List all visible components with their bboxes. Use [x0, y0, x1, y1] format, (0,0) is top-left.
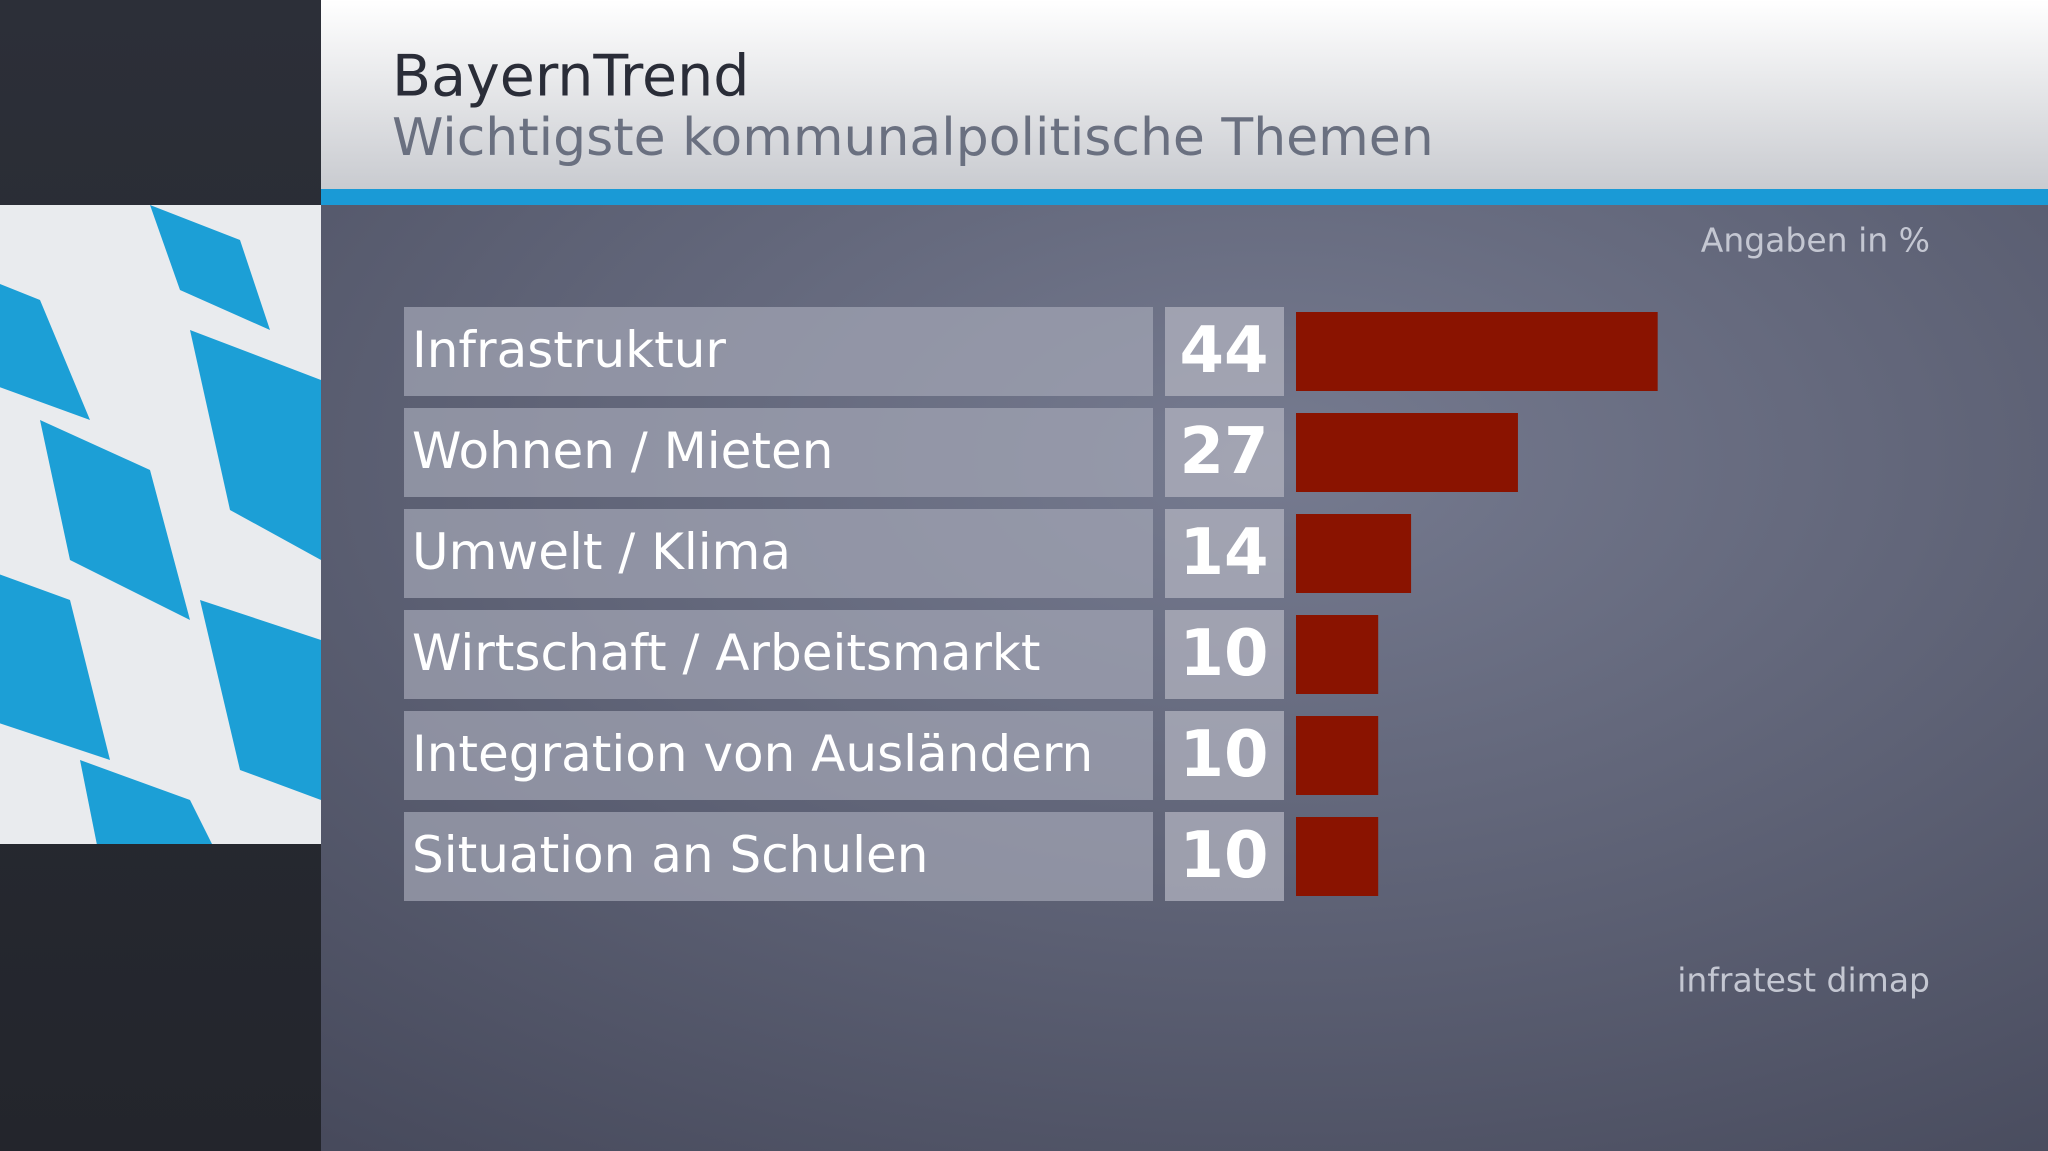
- label-box: [404, 610, 1153, 699]
- chart-subtitle: Wichtigste kommunalpolitische Themen: [392, 108, 1434, 168]
- category-label: Umwelt / Klima: [412, 523, 791, 581]
- bar: [1296, 413, 1518, 492]
- value-box: [1165, 408, 1284, 497]
- label-box: [404, 509, 1153, 598]
- value-label: 14: [1179, 516, 1268, 590]
- value-label: 10: [1179, 819, 1268, 893]
- header-rule: [321, 189, 2048, 205]
- value-label: 27: [1179, 415, 1268, 489]
- bar: [1296, 716, 1379, 795]
- value-label: 44: [1179, 314, 1268, 388]
- value-box: [1165, 812, 1284, 901]
- source: infratest dimap: [1677, 961, 1930, 1000]
- bavarian-flag: [0, 205, 321, 844]
- value-box: [1165, 610, 1284, 699]
- category-label: Wirtschaft / Arbeitsmarkt: [412, 624, 1041, 682]
- value-box: [1165, 509, 1284, 598]
- category-label: Wohnen / Mieten: [412, 422, 833, 480]
- category-label: Situation an Schulen: [412, 826, 928, 884]
- value-label: 10: [1179, 718, 1268, 792]
- label-box: [404, 812, 1153, 901]
- flag-diamonds: [0, 205, 321, 844]
- header: [321, 0, 2048, 189]
- value-label: 10: [1179, 617, 1268, 691]
- chart-title: BayernTrend: [392, 44, 749, 110]
- label-box: [404, 711, 1153, 800]
- bar: [1296, 514, 1412, 593]
- category-label: Infrastruktur: [412, 321, 726, 379]
- unit-note: Angaben in %: [1701, 221, 1930, 260]
- value-box: [1165, 307, 1284, 396]
- value-box: [1165, 711, 1284, 800]
- bar: [1296, 817, 1379, 896]
- label-box: [404, 408, 1153, 497]
- bar: [1296, 615, 1379, 694]
- bar: [1296, 312, 1658, 391]
- label-box: [404, 307, 1153, 396]
- category-label: Integration von Ausländern: [412, 725, 1093, 783]
